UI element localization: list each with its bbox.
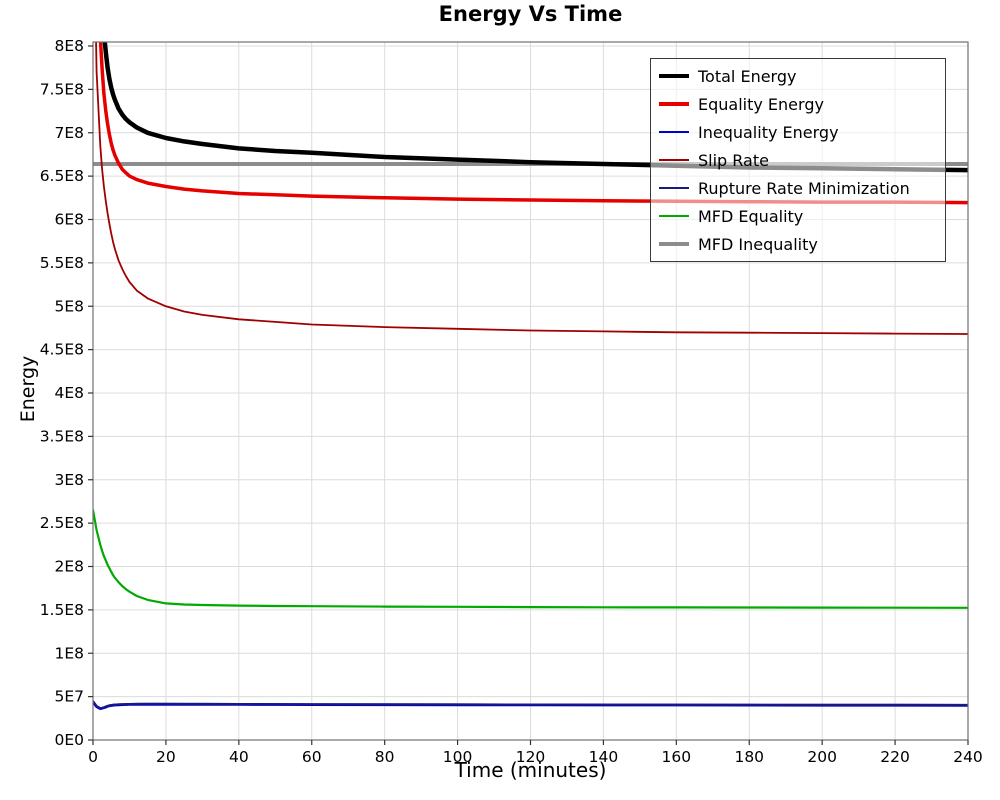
y-tick-label: 7.5E8 (40, 80, 84, 98)
y-tick-label: 2.5E8 (40, 514, 84, 532)
y-tick-label: 1.5E8 (40, 601, 84, 619)
legend-item: Rupture Rate Minimization (651, 174, 945, 202)
legend-label: Slip Rate (698, 150, 769, 170)
legend: Total Energy Equality Energy Inequality En… (650, 58, 946, 262)
series-equality-energy (98, 42, 968, 205)
legend-item: Total Energy (651, 62, 945, 90)
y-tick-label: 3.5E8 (40, 427, 84, 445)
legend-item: Inequality Energy (651, 118, 945, 146)
legend-item: Slip Rate (651, 146, 945, 174)
legend-swatch (659, 242, 689, 246)
chart-title: Energy Vs Time (438, 2, 623, 26)
legend-item: MFD Inequality (651, 230, 945, 258)
y-tick-label: 5.5E8 (40, 254, 84, 272)
legend-label: Total Energy (698, 66, 797, 86)
x-tick-label: 40 (229, 748, 249, 766)
x-tick-label: 60 (302, 748, 322, 766)
y-tick-label: 6.5E8 (40, 167, 84, 185)
y-tick-label: 8E8 (54, 37, 84, 55)
legend-label: MFD Inequality (698, 234, 818, 254)
series-rupture-rate-minimization (93, 700, 968, 709)
legend-item: Equality Energy (651, 90, 945, 118)
legend-swatch (659, 159, 689, 161)
series-total-energy (102, 42, 968, 173)
legend-label: MFD Equality (698, 206, 804, 226)
legend-swatch (659, 102, 689, 106)
y-tick-label: 4.5E8 (40, 341, 84, 359)
x-tick-label: 100 (443, 748, 473, 766)
x-tick-label: 180 (734, 748, 764, 766)
y-tick-label: 0E0 (54, 731, 84, 749)
x-tick-label: 0 (88, 748, 98, 766)
x-tick-label: 200 (807, 748, 837, 766)
y-tick-label: 2E8 (54, 558, 84, 576)
legend-item: MFD Equality (651, 202, 945, 230)
x-tick-label: 120 (516, 748, 546, 766)
y-tick-label: 7E8 (54, 124, 84, 142)
legend-label: Equality Energy (698, 94, 824, 114)
x-tick-label: 220 (880, 748, 910, 766)
x-tick-label: 80 (375, 748, 395, 766)
y-tick-label: 4E8 (54, 384, 84, 402)
x-tick-label: 240 (953, 748, 983, 766)
y-tick-label: 1E8 (54, 644, 84, 662)
series-mfd-equality (93, 509, 968, 609)
x-axis-label: Time (minutes) (454, 758, 607, 782)
legend-swatch (659, 214, 689, 218)
x-tick-label: 140 (589, 748, 619, 766)
legend-label: Rupture Rate Minimization (698, 178, 910, 198)
legend-label: Inequality Energy (698, 122, 839, 142)
x-tick-label: 20 (156, 748, 176, 766)
y-tick-label: 5E8 (54, 297, 84, 315)
y-axis-label: Energy (17, 355, 39, 423)
legend-swatch (659, 187, 689, 189)
y-tick-label: 6E8 (54, 211, 84, 229)
y-tick-label: 3E8 (54, 471, 84, 489)
legend-swatch (659, 73, 689, 79)
x-tick-label: 160 (662, 748, 692, 766)
y-tick-label: 5E7 (54, 688, 84, 706)
legend-swatch (659, 130, 689, 134)
series-slip-rate (95, 42, 968, 335)
